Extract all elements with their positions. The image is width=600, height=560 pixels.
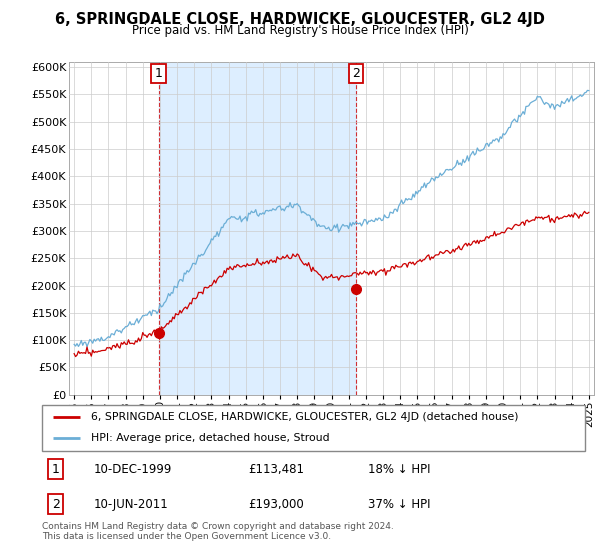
Text: 2: 2 <box>52 498 59 511</box>
Text: 10-JUN-2011: 10-JUN-2011 <box>94 498 169 511</box>
Text: Price paid vs. HM Land Registry's House Price Index (HPI): Price paid vs. HM Land Registry's House … <box>131 24 469 37</box>
Text: 2: 2 <box>352 67 361 80</box>
Text: Contains HM Land Registry data © Crown copyright and database right 2024.
This d: Contains HM Land Registry data © Crown c… <box>42 522 394 542</box>
Text: 6, SPRINGDALE CLOSE, HARDWICKE, GLOUCESTER, GL2 4JD (detached house): 6, SPRINGDALE CLOSE, HARDWICKE, GLOUCEST… <box>91 412 518 422</box>
FancyBboxPatch shape <box>42 405 585 451</box>
Text: HPI: Average price, detached house, Stroud: HPI: Average price, detached house, Stro… <box>91 433 329 444</box>
Text: £113,481: £113,481 <box>248 463 304 475</box>
Text: 10-DEC-1999: 10-DEC-1999 <box>94 463 172 475</box>
Text: 1: 1 <box>52 463 59 475</box>
Bar <box>158 62 356 395</box>
Text: 6, SPRINGDALE CLOSE, HARDWICKE, GLOUCESTER, GL2 4JD: 6, SPRINGDALE CLOSE, HARDWICKE, GLOUCEST… <box>55 12 545 27</box>
Text: £193,000: £193,000 <box>248 498 304 511</box>
Text: 1: 1 <box>155 67 163 80</box>
Text: 37% ↓ HPI: 37% ↓ HPI <box>368 498 430 511</box>
Text: 18% ↓ HPI: 18% ↓ HPI <box>368 463 430 475</box>
